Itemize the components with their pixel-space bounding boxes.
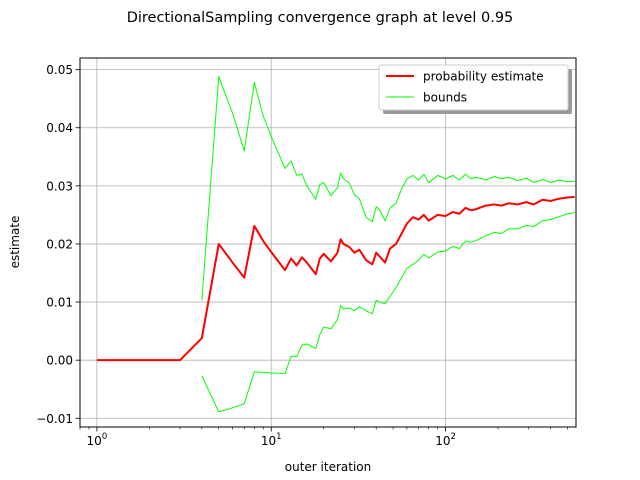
chart-title: DirectionalSampling convergence graph at… <box>127 10 514 26</box>
y-tick-label: 0.05 <box>46 63 73 77</box>
x-tick-label: 100 <box>87 432 108 448</box>
y-tick-label: 0.04 <box>46 121 73 135</box>
x-tick-exponent: 0 <box>102 432 107 442</box>
x-tick-label: 102 <box>435 432 456 448</box>
x-tick-label: 101 <box>261 432 282 448</box>
x-tick-exponent: 2 <box>450 432 455 442</box>
x-tick-base: 10 <box>435 434 450 448</box>
x-tick-exponent: 1 <box>276 432 281 442</box>
y-tick-label: 0.03 <box>46 179 73 193</box>
probability-estimate-line <box>96 195 575 362</box>
x-tick-base: 10 <box>261 434 276 448</box>
y-axis-ticks: −0.01 0.00 0.01 0.02 0.03 0.04 0.05 <box>36 63 80 426</box>
y-tick-label: −0.01 <box>36 412 73 426</box>
legend-label-bounds: bounds <box>423 91 467 105</box>
legend-box <box>378 64 569 111</box>
y-tick-label: 0.00 <box>46 354 73 368</box>
plot-frame <box>79 57 577 428</box>
series-layer <box>96 76 575 413</box>
upper-bound-line <box>201 76 575 301</box>
y-tick-label: 0.01 <box>46 296 73 310</box>
x-tick-base: 10 <box>87 434 102 448</box>
lower-bound-line <box>201 212 575 413</box>
x-axis-ticks: 100 101 102 <box>79 427 568 448</box>
legend: probability estimate bounds <box>378 64 572 114</box>
x-axis-label: outer iteration <box>285 460 371 474</box>
legend-label-probability-estimate: probability estimate <box>423 70 544 84</box>
y-axis-label: estimate <box>8 216 22 269</box>
y-tick-label: 0.02 <box>46 237 73 251</box>
